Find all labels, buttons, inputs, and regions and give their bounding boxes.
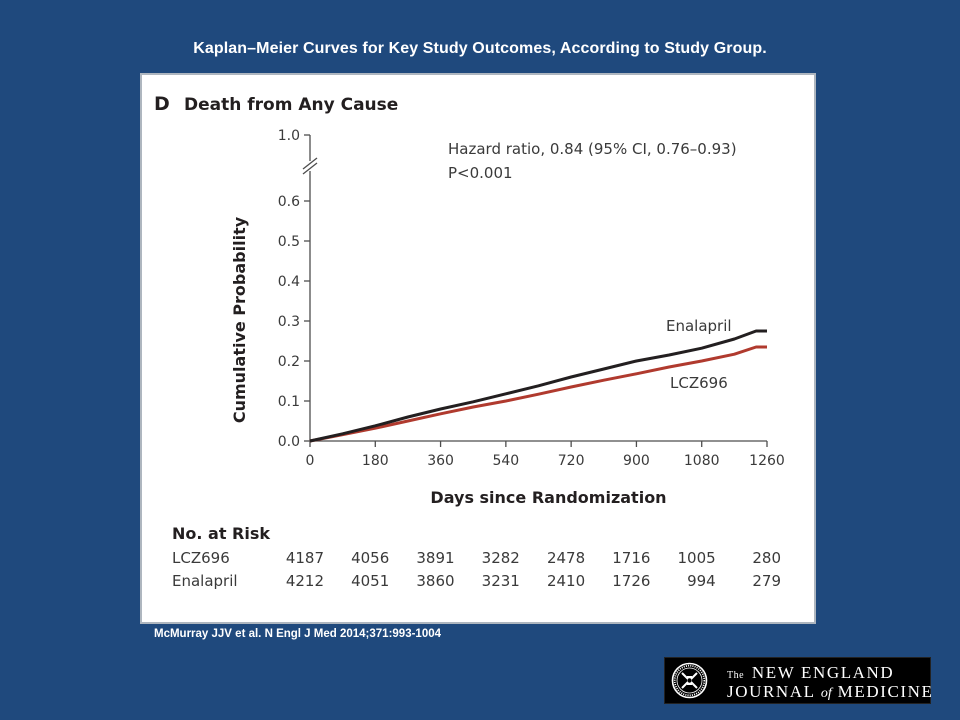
series-label-enalapril: Enalapril: [666, 317, 732, 335]
logo-the: The: [727, 670, 745, 681]
x-tick-label: 1080: [684, 453, 720, 469]
nejm-logo: The NEW ENGLAND JOURNAL of MEDICINE: [664, 657, 934, 704]
hazard-ratio-annotation: Hazard ratio, 0.84 (95% CI, 0.76–0.93): [448, 140, 737, 158]
y-tick-label: 0.1: [278, 394, 300, 410]
risk-table-cell: 1005: [678, 549, 716, 567]
risk-table-cell: 3891: [416, 549, 454, 567]
logo-medicine: MEDICINE: [837, 682, 934, 701]
x-tick-label: 1260: [749, 453, 785, 469]
risk-table-cell: 4212: [286, 572, 324, 590]
x-tick-label: 720: [558, 453, 585, 469]
risk-table-row-label: Enalapril: [172, 572, 238, 590]
logo-new-england: NEW ENGLAND: [751, 663, 895, 682]
risk-table-cell: 2478: [547, 549, 585, 567]
series-line-enalapril: [309, 329, 767, 443]
risk-table-row-label: LCZ696: [172, 549, 230, 567]
risk-table-cell: 4051: [351, 572, 389, 590]
risk-table-cell: 4187: [286, 549, 324, 567]
risk-table-cell: 1716: [612, 549, 650, 567]
x-tick-label: 180: [362, 453, 389, 469]
y-tick-label: 0.0: [278, 434, 300, 450]
y-tick-label: 0.6: [278, 194, 300, 210]
x-tick-label: 0: [306, 453, 315, 469]
citation: McMurray JJV et al. N Engl J Med 2014;37…: [154, 628, 442, 640]
logo-of: of: [820, 686, 832, 701]
x-tick-label: 540: [492, 453, 519, 469]
nejm-seal-icon: [671, 662, 708, 699]
panel-label: D: [154, 93, 170, 115]
logo-line-2: JOURNAL of MEDICINE: [727, 682, 934, 702]
y-tick-label: 0.5: [278, 234, 300, 250]
y-tick-label: 1.0: [278, 128, 300, 144]
slide-title: Kaplan–Meier Curves for Key Study Outcom…: [193, 40, 767, 57]
y-tick-label: 0.4: [278, 274, 300, 290]
hazard-ratio-annotation: P<0.001: [448, 164, 513, 182]
x-tick-label: 900: [623, 453, 650, 469]
series-line-lcz696: [309, 345, 767, 443]
y-tick-label: 0.2: [278, 354, 300, 370]
x-tick-label: 360: [427, 453, 454, 469]
km-chart: D Death from Any Cause 0.0 0.1 0.2 0.3 0.4 0.5 0…: [154, 93, 785, 590]
axis-break-mark: [302, 157, 318, 170]
series-label-lcz696: LCZ696: [670, 374, 728, 392]
risk-table-cell: 4056: [351, 549, 389, 567]
risk-table-cell: 3860: [416, 572, 454, 590]
axis-break-mark: [302, 162, 318, 175]
y-axis-label: Cumulative Probability: [230, 216, 249, 423]
risk-table-cell: 3282: [482, 549, 520, 567]
figure-panel: D Death from Any Cause 0.0 0.1 0.2 0.3 0.4 0.5 0…: [140, 73, 816, 624]
risk-table-cell: 994: [687, 572, 716, 590]
logo-journal: JOURNAL: [727, 682, 816, 701]
risk-table-cell: 2410: [547, 572, 585, 590]
risk-table-cell: 3231: [482, 572, 520, 590]
risk-table-heading: No. at Risk: [172, 524, 270, 543]
y-tick-label: 0.3: [278, 314, 300, 330]
risk-table-cell: 1726: [612, 572, 650, 590]
x-axis-label: Days since Randomization: [430, 488, 666, 507]
risk-table-cell: 280: [752, 549, 781, 567]
risk-table-cell: 279: [752, 572, 781, 590]
logo-line-1: The NEW ENGLAND: [727, 663, 894, 683]
chart-title: Death from Any Cause: [184, 95, 398, 115]
